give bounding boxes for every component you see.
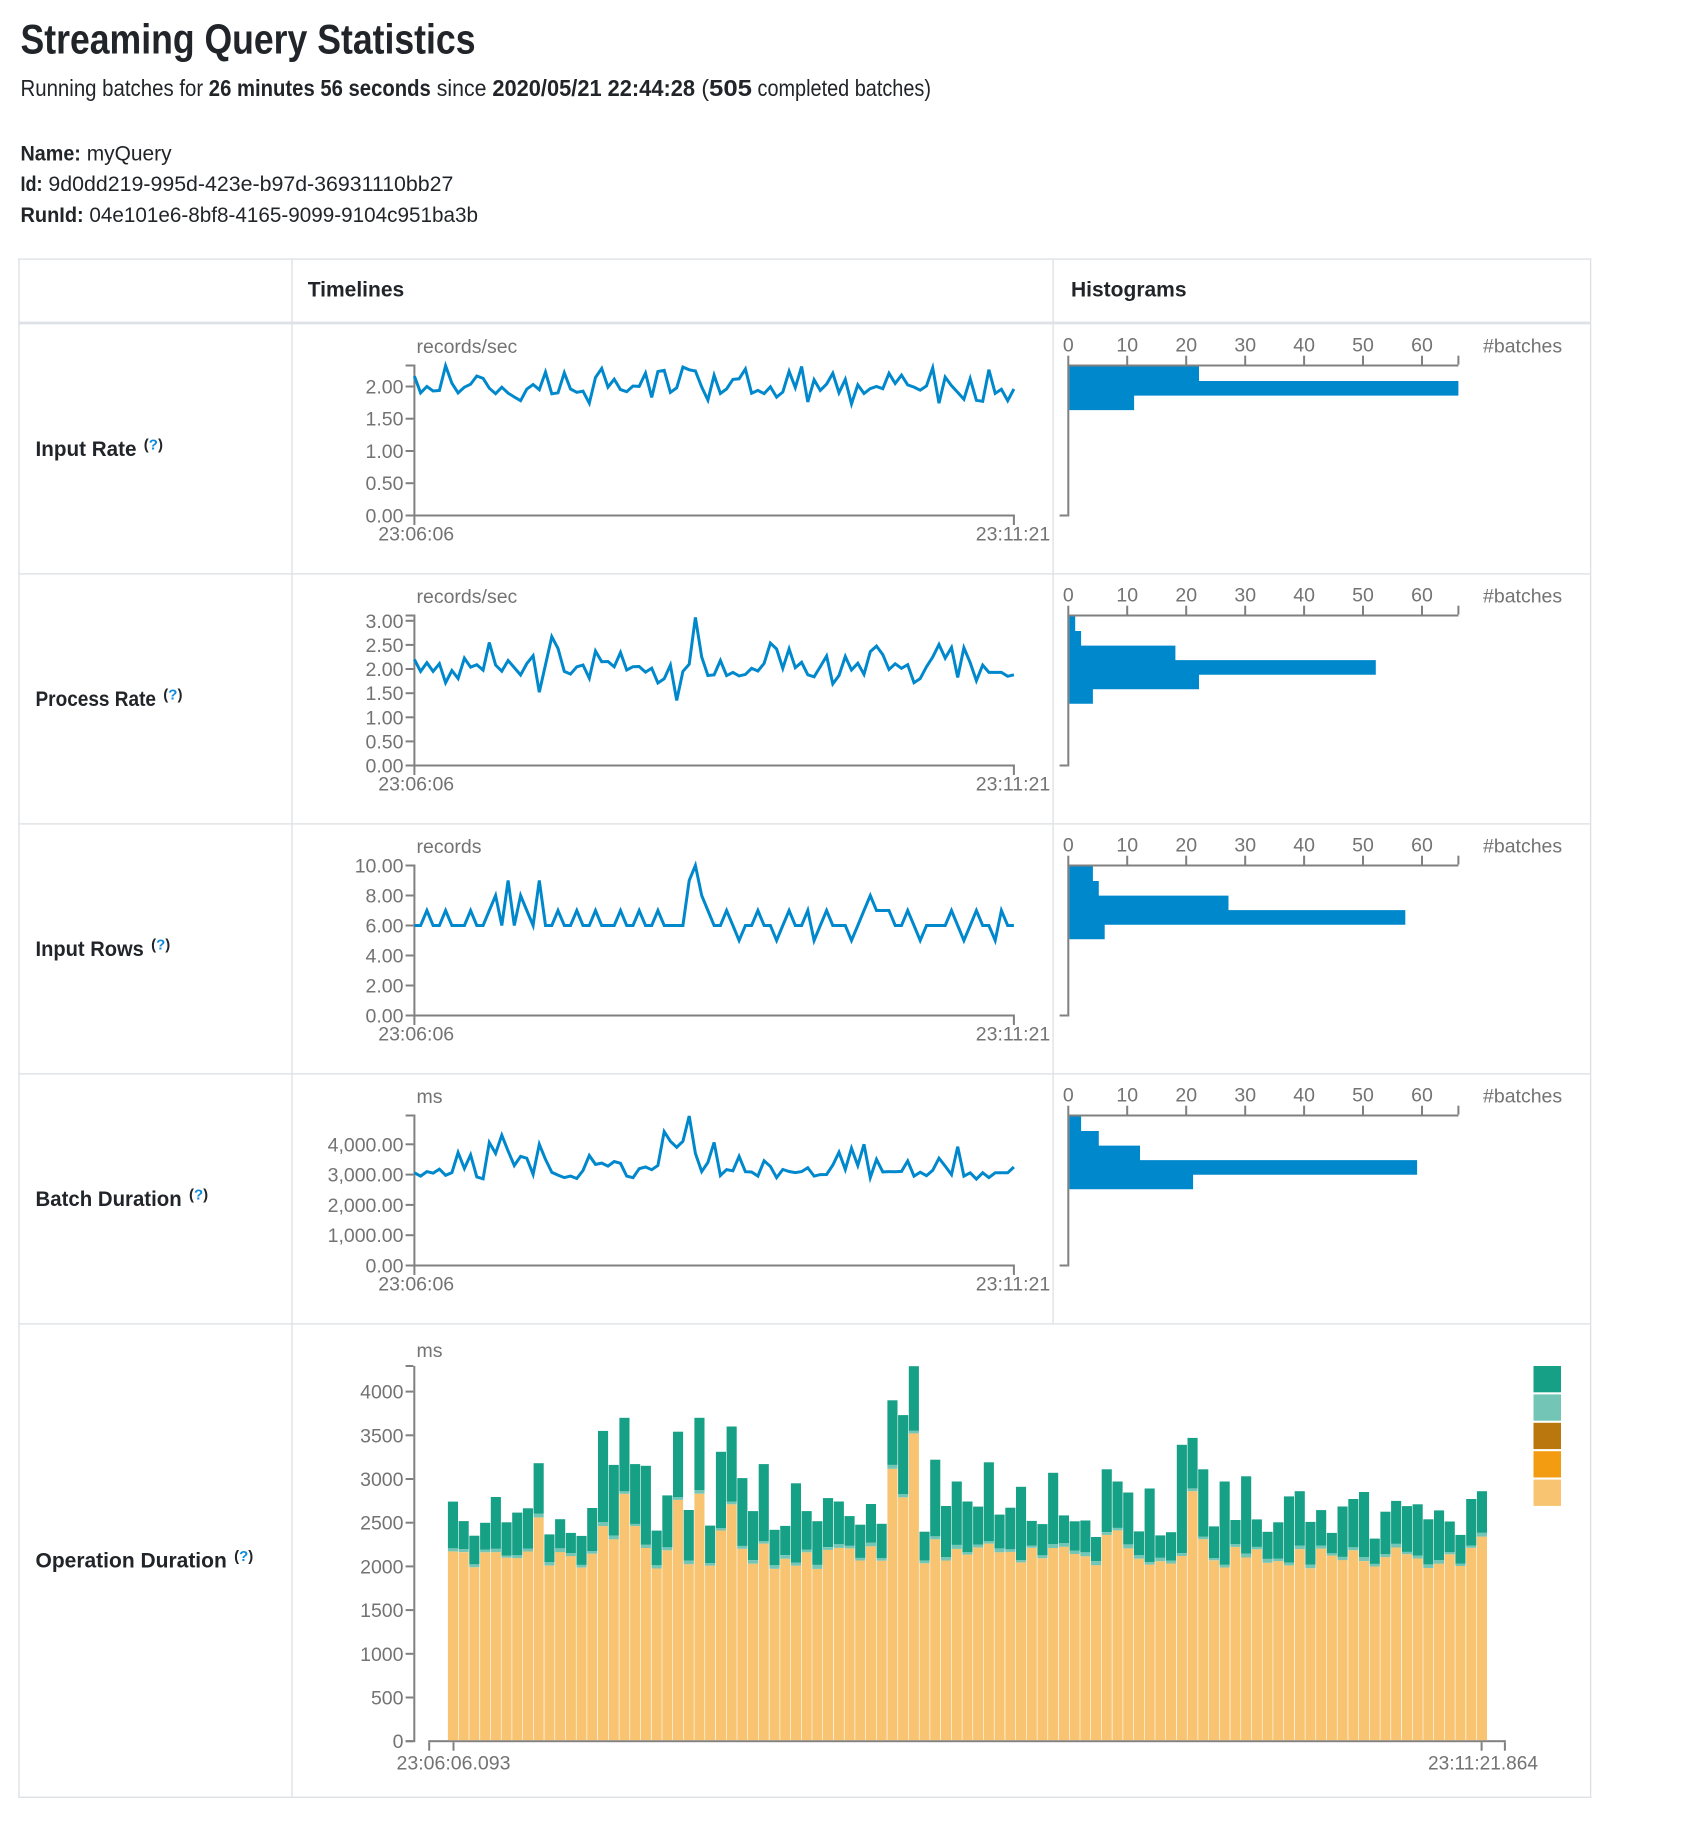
- svg-text:ms: ms: [417, 1086, 443, 1108]
- svg-text:0: 0: [1063, 335, 1074, 357]
- svg-text:Operation Duration: Operation Duration: [36, 1550, 227, 1573]
- svg-text:#batches: #batches: [1483, 836, 1562, 858]
- svg-text:Id: 9d0dd219-995d-423e-b97d-36: Id: 9d0dd219-995d-423e-b97d-36931110bb27: [21, 173, 454, 196]
- svg-text:23:06:06: 23:06:06: [378, 1274, 454, 1296]
- svg-text:20: 20: [1175, 835, 1197, 857]
- svg-text:23:11:21: 23:11:21: [976, 774, 1050, 796]
- svg-text:3.00: 3.00: [366, 611, 404, 633]
- svg-text:(?): (?): [144, 436, 163, 453]
- svg-text:ms: ms: [417, 1340, 443, 1362]
- svg-text:3000: 3000: [360, 1469, 404, 1491]
- svg-text:10: 10: [1116, 585, 1138, 607]
- svg-text:10: 10: [1116, 1085, 1138, 1107]
- svg-text:2.50: 2.50: [366, 635, 404, 657]
- svg-text:20: 20: [1175, 335, 1197, 357]
- svg-text:23:11:21.864: 23:11:21.864: [1428, 1753, 1538, 1775]
- svg-text:0.00: 0.00: [366, 1256, 404, 1278]
- svg-text:#batches: #batches: [1483, 336, 1562, 358]
- svg-text:0.00: 0.00: [366, 1006, 404, 1028]
- svg-text:RunId: 04e101e6-8bf8-4165-9099: RunId: 04e101e6-8bf8-4165-9099-9104c951b…: [21, 204, 479, 227]
- svg-text:10: 10: [1116, 835, 1138, 857]
- svg-text:0.50: 0.50: [366, 473, 404, 495]
- svg-text:Input Rows: Input Rows: [36, 938, 144, 961]
- svg-text:records/sec: records/sec: [417, 336, 518, 358]
- svg-text:0: 0: [1063, 585, 1074, 607]
- svg-text:#batches: #batches: [1483, 1086, 1562, 1108]
- svg-text:Input Rate: Input Rate: [36, 438, 137, 461]
- svg-text:8.00: 8.00: [366, 886, 404, 908]
- svg-text:60: 60: [1411, 835, 1433, 857]
- svg-text:1.50: 1.50: [366, 409, 404, 431]
- svg-text:(?): (?): [151, 937, 170, 954]
- svg-text:(?): (?): [234, 1548, 253, 1565]
- svg-text:0.00: 0.00: [366, 506, 404, 528]
- svg-text:3,000.00: 3,000.00: [328, 1165, 404, 1187]
- svg-text:23:06:06: 23:06:06: [378, 774, 454, 796]
- svg-text:2,000.00: 2,000.00: [328, 1195, 404, 1217]
- svg-text:30: 30: [1234, 1085, 1256, 1107]
- svg-text:4000: 4000: [360, 1382, 404, 1404]
- svg-text:4,000.00: 4,000.00: [328, 1134, 404, 1156]
- svg-text:30: 30: [1234, 585, 1256, 607]
- svg-text:23:11:21: 23:11:21: [976, 1274, 1050, 1296]
- svg-text:(?): (?): [189, 1187, 208, 1204]
- svg-text:40: 40: [1293, 835, 1315, 857]
- svg-text:2.00: 2.00: [366, 659, 404, 681]
- svg-text:30: 30: [1234, 335, 1256, 357]
- svg-text:40: 40: [1293, 585, 1315, 607]
- svg-text:0.50: 0.50: [366, 731, 404, 753]
- svg-text:2500: 2500: [360, 1513, 404, 1535]
- svg-text:60: 60: [1411, 1085, 1433, 1107]
- svg-text:1500: 1500: [360, 1600, 404, 1622]
- svg-text:1,000.00: 1,000.00: [328, 1225, 404, 1247]
- svg-text:23:06:06: 23:06:06: [378, 1024, 454, 1046]
- svg-text:50: 50: [1352, 585, 1374, 607]
- svg-text:0.00: 0.00: [366, 756, 404, 778]
- svg-text:0: 0: [393, 1731, 404, 1753]
- svg-text:40: 40: [1293, 335, 1315, 357]
- svg-text:40: 40: [1293, 1085, 1315, 1107]
- svg-text:500: 500: [371, 1688, 404, 1710]
- svg-text:23:11:21: 23:11:21: [976, 524, 1050, 546]
- svg-text:Process Rate: Process Rate: [36, 688, 157, 711]
- svg-text:23:11:21: 23:11:21: [976, 1024, 1050, 1046]
- svg-text:3500: 3500: [360, 1425, 404, 1447]
- svg-text:0: 0: [1063, 835, 1074, 857]
- svg-text:1.00: 1.00: [366, 441, 404, 463]
- svg-text:2000: 2000: [360, 1556, 404, 1578]
- svg-text:Streaming Query Statistics: Streaming Query Statistics: [21, 16, 476, 63]
- svg-text:1000: 1000: [360, 1644, 404, 1666]
- svg-text:#batches: #batches: [1483, 586, 1562, 608]
- svg-text:Batch Duration: Batch Duration: [36, 1188, 182, 1211]
- svg-text:2.00: 2.00: [366, 377, 404, 399]
- svg-text:1.50: 1.50: [366, 683, 404, 705]
- svg-text:Name: myQuery: Name: myQuery: [21, 142, 173, 165]
- svg-text:60: 60: [1411, 585, 1433, 607]
- svg-text:6.00: 6.00: [366, 916, 404, 938]
- svg-text:50: 50: [1352, 835, 1374, 857]
- svg-text:23:06:06.093: 23:06:06.093: [397, 1753, 511, 1775]
- svg-text:60: 60: [1411, 335, 1433, 357]
- svg-text:records: records: [417, 836, 482, 858]
- svg-text:10.00: 10.00: [355, 856, 404, 878]
- svg-text:0: 0: [1063, 1085, 1074, 1107]
- svg-text:(?): (?): [163, 687, 182, 704]
- svg-text:records/sec: records/sec: [417, 586, 518, 608]
- svg-text:1.00: 1.00: [366, 707, 404, 729]
- svg-text:20: 20: [1175, 585, 1197, 607]
- svg-text:50: 50: [1352, 1085, 1374, 1107]
- svg-text:4.00: 4.00: [366, 946, 404, 968]
- svg-text:Histograms: Histograms: [1071, 279, 1187, 302]
- svg-text:Timelines: Timelines: [308, 279, 405, 302]
- svg-text:23:06:06: 23:06:06: [378, 524, 454, 546]
- svg-text:50: 50: [1352, 335, 1374, 357]
- svg-text:Running batches for 26 minutes: Running batches for 26 minutes 56 second…: [21, 75, 931, 101]
- svg-text:20: 20: [1175, 1085, 1197, 1107]
- svg-text:10: 10: [1116, 335, 1138, 357]
- svg-text:2.00: 2.00: [366, 976, 404, 998]
- svg-text:30: 30: [1234, 835, 1256, 857]
